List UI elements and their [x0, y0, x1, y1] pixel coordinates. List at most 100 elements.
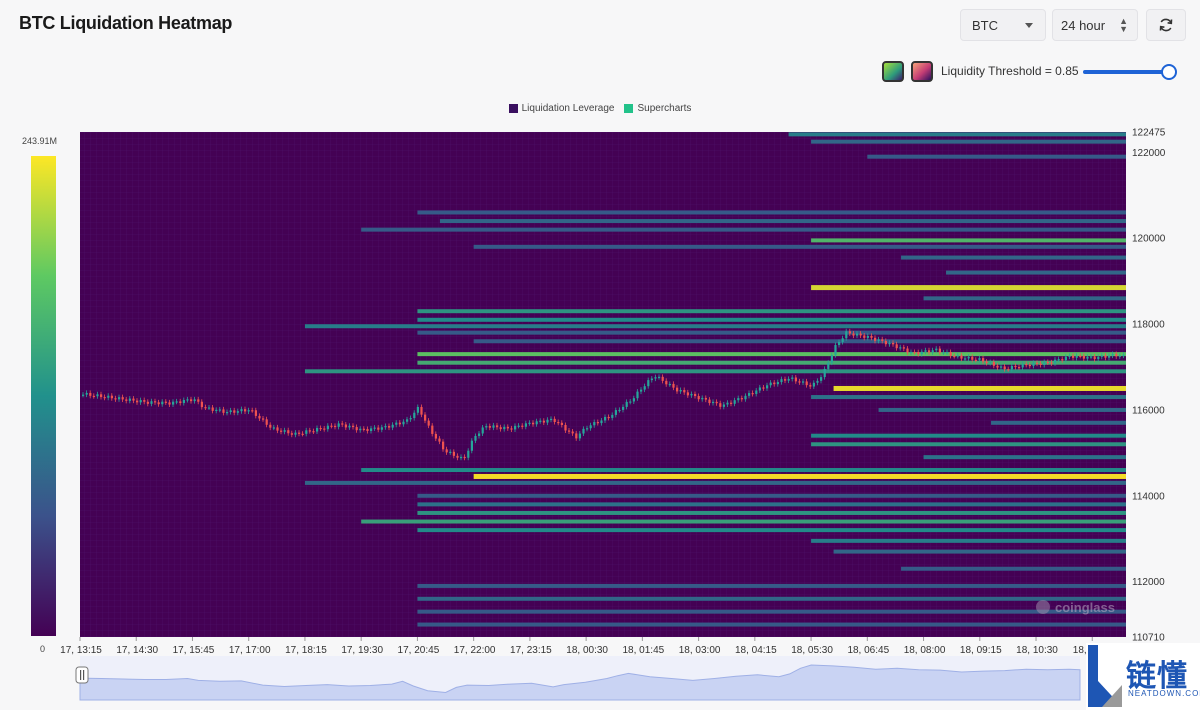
liquidation-band [811, 139, 1126, 144]
liquidation-band [811, 395, 1126, 400]
refresh-icon [1159, 18, 1173, 32]
x-axis: 17, 13:15 17, 14:30 17, 15:45 17, 17:00 17, … [60, 637, 1114, 656]
candle-body [359, 428, 362, 431]
threshold-slider[interactable] [1083, 70, 1169, 74]
candle-body [841, 338, 844, 342]
candle-body [460, 456, 463, 459]
candle-body [758, 387, 761, 391]
candle-body [906, 348, 909, 353]
candle-body [1104, 355, 1107, 358]
refresh-button[interactable] [1146, 9, 1186, 41]
candle-body [848, 331, 851, 334]
candle-body [1050, 362, 1053, 364]
range-select[interactable]: 24 hour ▲ ▼ [1052, 9, 1138, 41]
candle-body [434, 433, 437, 439]
liquidation-band [946, 270, 1126, 275]
candle-body [496, 425, 499, 428]
candle-body [935, 348, 938, 351]
y-tick-label: 116000 [1132, 405, 1165, 416]
y-tick-label: 122000 [1132, 148, 1166, 159]
candle-body [553, 418, 556, 422]
candle-body [686, 392, 689, 396]
candle-body [452, 451, 455, 456]
range-navigator[interactable] [75, 656, 1081, 701]
candle-body [967, 356, 970, 359]
legend-swatch [624, 104, 634, 113]
candle-body [1025, 364, 1028, 366]
liquidation-band [417, 317, 1127, 322]
candle-body [766, 385, 769, 389]
candle-body [139, 400, 142, 403]
candle-body [326, 425, 329, 430]
candle-body [881, 339, 884, 341]
candle-body [780, 379, 783, 383]
candle-body [607, 416, 610, 419]
candle-body [859, 333, 862, 336]
candle-body [755, 390, 758, 394]
candle-body [895, 344, 898, 349]
x-tick-label: 18, 08:00 [904, 645, 946, 656]
candle-body [161, 401, 164, 405]
candle-body [744, 395, 747, 400]
candle-body [488, 426, 491, 428]
candle-body [1039, 363, 1042, 365]
liquidation-band [878, 407, 1126, 412]
threshold-slider-thumb[interactable] [1161, 64, 1177, 80]
candle-body [380, 427, 383, 430]
y-axis: 122475 122000 120000 118000 116000 114000 1120… [1132, 128, 1166, 644]
candle-body [658, 376, 661, 379]
candle-body [910, 351, 913, 354]
candle-body [931, 350, 934, 353]
candle-body [449, 451, 452, 453]
candle-body [701, 397, 704, 400]
x-tick-label: 18, 01:45 [623, 645, 665, 656]
candle-body [1111, 353, 1114, 356]
candle-body [852, 333, 855, 336]
candle-body [524, 423, 527, 427]
candle-body [474, 435, 477, 441]
candle-body [463, 456, 466, 459]
candle-body [575, 433, 578, 439]
x-tick-label: 18, 10:30 [1016, 645, 1058, 656]
candle-body [679, 389, 682, 392]
candle-body [798, 381, 801, 383]
neatdown-l-icon [1088, 645, 1122, 707]
candle-body [715, 401, 718, 404]
candle-body [722, 404, 725, 407]
liquidation-band [923, 455, 1126, 460]
candle-body [1082, 355, 1085, 359]
liquidation-band [867, 154, 1126, 159]
chart-legend: Liquidation Leverage Supercharts [0, 103, 1200, 114]
candle-body [802, 381, 805, 383]
liquidation-band [473, 339, 1127, 344]
x-tick-label: 17, 14:30 [116, 645, 158, 656]
viridis-palette-button[interactable] [882, 61, 904, 82]
candle-body [244, 409, 247, 412]
coin-select-value: BTC [972, 17, 998, 33]
candle-body [100, 394, 103, 398]
candle-body [330, 425, 333, 427]
candle-body [334, 425, 337, 428]
coin-select[interactable]: BTC [960, 9, 1046, 41]
brand-english: NEATDOWN.COM [1128, 689, 1200, 698]
candle-body [625, 401, 628, 407]
liquidation-bands [304, 132, 1127, 627]
candle-body [917, 352, 920, 355]
candle-body [1014, 365, 1017, 368]
navigator-handle[interactable] [75, 666, 89, 684]
magma-palette-button[interactable] [911, 61, 933, 82]
candle-body [467, 450, 470, 458]
x-tick-label: 17, 19:30 [341, 645, 383, 656]
candle-body [892, 342, 895, 345]
x-tick-label: 18, 03:00 [679, 645, 721, 656]
legend-item-liquidation-leverage[interactable]: Liquidation Leverage [508, 103, 614, 114]
candle-body [712, 401, 715, 404]
candle-body [301, 433, 304, 435]
legend-item-supercharts[interactable]: Supercharts [624, 103, 691, 114]
candle-body [992, 362, 995, 366]
x-tick-label: 17, 22:00 [454, 645, 496, 656]
candle-body [1043, 361, 1046, 365]
candle-body [355, 427, 358, 431]
candle-body [550, 418, 553, 421]
